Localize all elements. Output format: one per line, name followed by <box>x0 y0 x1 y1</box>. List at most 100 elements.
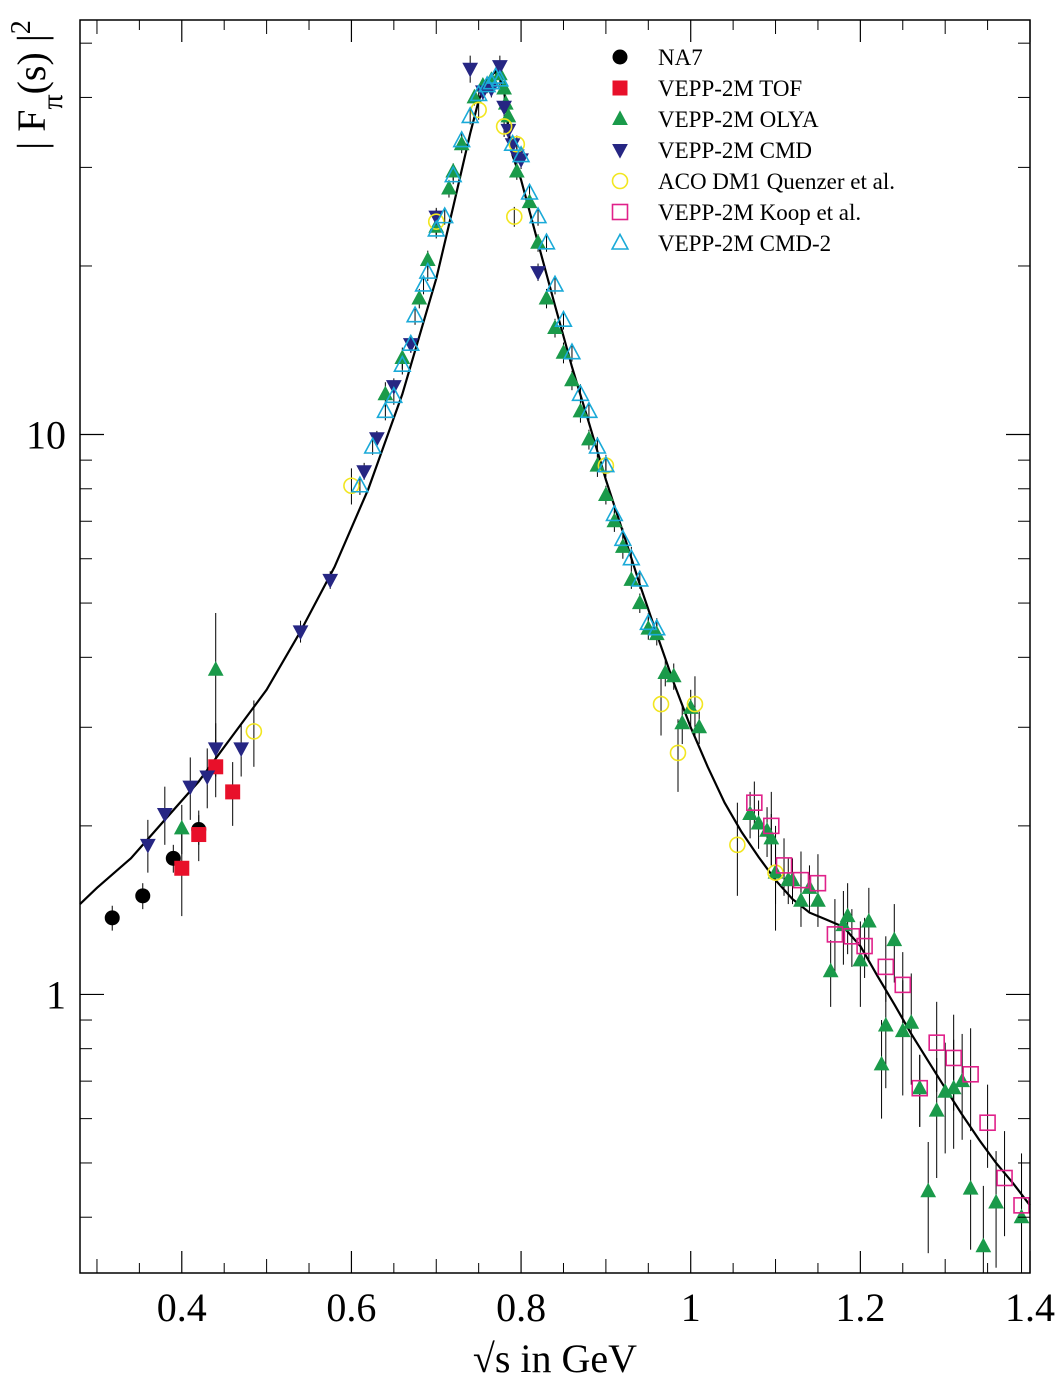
data-point <box>665 667 682 683</box>
fit-curve-layer <box>79 69 1031 1207</box>
data-point <box>491 60 508 75</box>
y-title-sup: 2 <box>6 20 37 34</box>
data-point <box>860 912 877 928</box>
data-point <box>767 864 784 879</box>
data-point <box>528 206 548 224</box>
data-point <box>572 402 589 418</box>
data-point <box>521 193 538 209</box>
data-point <box>505 208 523 225</box>
markers-layer <box>104 60 1030 1253</box>
data-point <box>793 892 809 907</box>
data-point <box>1013 1197 1030 1214</box>
data-point <box>826 926 844 943</box>
data-point <box>538 289 555 305</box>
data-point <box>911 1079 929 1097</box>
data-point <box>784 871 801 887</box>
data-point <box>343 477 360 495</box>
data-point <box>393 354 412 372</box>
error-bars-layer <box>111 55 1023 1273</box>
legend-label: ACO DM1 Quenzer et al. <box>658 169 895 194</box>
data-point <box>428 210 445 226</box>
data-point <box>928 1102 945 1117</box>
data-point <box>920 1182 937 1198</box>
data-point <box>652 695 670 713</box>
data-point <box>486 66 505 84</box>
data-point <box>443 165 463 183</box>
data-point <box>482 72 501 90</box>
data-point <box>622 548 641 566</box>
data-point <box>581 430 597 446</box>
data-point <box>669 744 687 762</box>
data-point <box>647 618 667 636</box>
data-point <box>877 1016 894 1032</box>
legend: NA7 VEPP-2M TOF VEPP-2M OLYA VEPP-2M CMD ACO… <box>610 45 895 256</box>
y-title-mid: (s) | <box>9 34 54 94</box>
data-point <box>322 573 339 589</box>
data-point <box>520 182 539 200</box>
data-point <box>401 333 421 351</box>
data-point <box>414 274 433 292</box>
legend-label: NA7 <box>658 45 703 70</box>
data-point <box>182 780 199 796</box>
legend-marker <box>612 49 628 65</box>
legend-marker <box>611 172 629 190</box>
data-point <box>894 976 912 994</box>
data-point <box>490 69 510 87</box>
data-point <box>411 289 428 305</box>
data-point <box>554 309 573 328</box>
data-point <box>877 958 895 976</box>
data-point <box>477 75 497 93</box>
data-point <box>427 213 445 230</box>
data-point <box>822 962 839 978</box>
data-point <box>639 613 658 631</box>
data-point <box>545 274 565 292</box>
data-point <box>435 206 454 224</box>
data-point <box>928 1034 945 1051</box>
data-point <box>135 888 151 904</box>
data-point <box>903 1014 920 1029</box>
legend-marker <box>610 232 630 250</box>
data-point <box>469 84 488 102</box>
data-point <box>975 1237 992 1253</box>
y-tick-label: 10 <box>26 413 66 458</box>
data-point <box>530 234 546 249</box>
plot-frame <box>79 19 1031 1274</box>
data-point <box>452 130 471 148</box>
data-point <box>674 714 691 730</box>
data-point <box>746 794 763 811</box>
data-point <box>856 937 873 955</box>
data-point <box>564 371 580 387</box>
data-point <box>555 344 572 359</box>
data-point <box>207 742 224 758</box>
data-point <box>979 1114 996 1132</box>
data-point <box>729 836 746 854</box>
data-point <box>245 723 263 740</box>
x-axis-title: √s in GeV <box>473 1336 637 1381</box>
data-point <box>530 266 546 281</box>
legend-label: VEPP-2M CMD <box>658 138 812 163</box>
data-point <box>762 817 780 835</box>
legend-label: VEPP-2M OLYA <box>658 107 819 132</box>
data-point <box>191 827 207 843</box>
data-point <box>640 620 657 635</box>
data-point <box>363 436 382 454</box>
data-point <box>508 135 526 153</box>
data-point <box>988 1193 1004 1209</box>
data-point <box>962 1179 979 1195</box>
data-point <box>495 118 513 135</box>
data-point <box>894 1022 911 1038</box>
data-point <box>156 808 173 823</box>
data-point <box>682 699 699 714</box>
data-point <box>911 1079 928 1095</box>
data-point <box>460 106 480 124</box>
data-point <box>419 251 436 266</box>
data-point <box>589 456 606 472</box>
data-point <box>954 1072 971 1088</box>
y-title-sub: π <box>36 94 69 109</box>
legend-marker <box>612 80 628 96</box>
y-title-pre: | F <box>9 110 54 150</box>
data-point <box>686 695 704 713</box>
data-point <box>605 504 624 522</box>
legend-marker <box>611 203 629 221</box>
data-point <box>511 145 531 163</box>
